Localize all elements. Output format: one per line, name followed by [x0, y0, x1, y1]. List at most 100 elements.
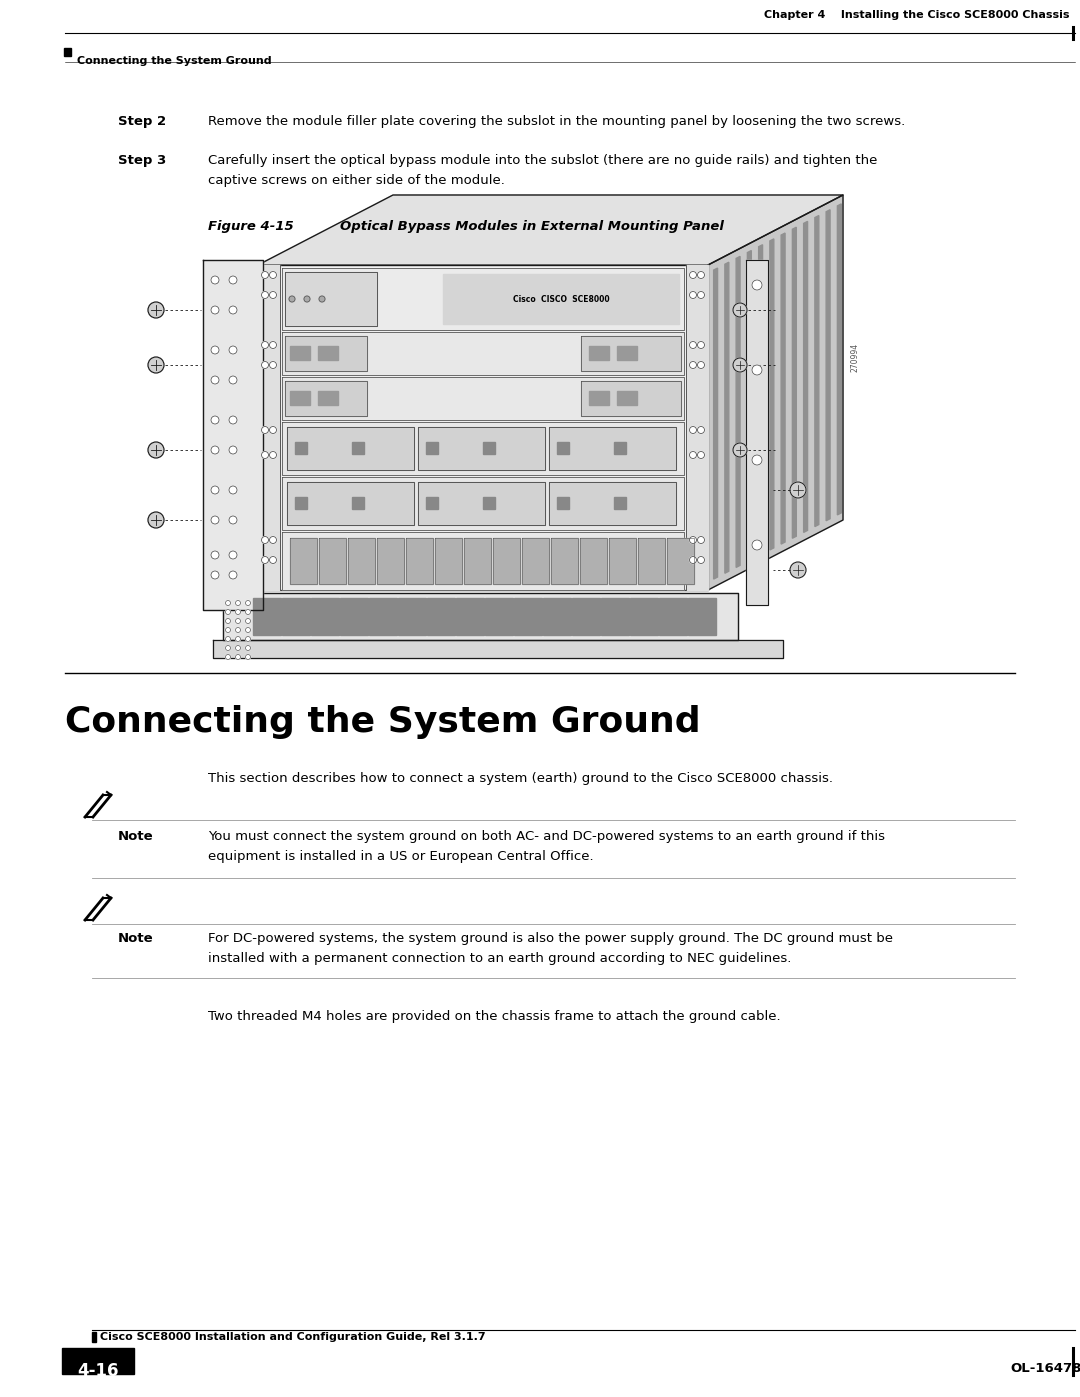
- Polygon shape: [609, 538, 636, 584]
- Text: For DC-powered systems, the system ground is also the power supply ground. The D: For DC-powered systems, the system groun…: [208, 932, 893, 944]
- Polygon shape: [826, 210, 831, 521]
- Polygon shape: [549, 482, 676, 525]
- Circle shape: [235, 627, 241, 633]
- Circle shape: [229, 376, 237, 384]
- Circle shape: [235, 655, 241, 659]
- Polygon shape: [222, 592, 738, 640]
- Circle shape: [229, 550, 237, 559]
- Circle shape: [303, 296, 310, 302]
- Polygon shape: [770, 239, 773, 550]
- Polygon shape: [456, 598, 484, 636]
- Circle shape: [229, 306, 237, 314]
- Bar: [92, 1331, 96, 1343]
- Text: Remove the module filler plate covering the subslot in the mounting panel by loo: Remove the module filler plate covering …: [208, 115, 905, 129]
- Polygon shape: [667, 538, 694, 584]
- Polygon shape: [369, 598, 397, 636]
- Text: Connecting the System Ground: Connecting the System Ground: [65, 705, 701, 739]
- Circle shape: [211, 376, 219, 384]
- Circle shape: [211, 446, 219, 454]
- Text: 270994: 270994: [851, 342, 860, 372]
- Circle shape: [211, 486, 219, 495]
- Text: equipment is installed in a US or European Central Office.: equipment is installed in a US or Europe…: [208, 849, 594, 863]
- Text: Carefully insert the optical bypass module into the subslot (there are no guide : Carefully insert the optical bypass modu…: [208, 154, 877, 168]
- Circle shape: [261, 362, 269, 369]
- Polygon shape: [630, 598, 658, 636]
- Circle shape: [148, 302, 164, 319]
- Polygon shape: [549, 427, 676, 469]
- Polygon shape: [580, 538, 607, 584]
- Circle shape: [270, 536, 276, 543]
- Text: Cisco  CISCO  SCE8000: Cisco CISCO SCE8000: [513, 295, 609, 303]
- Polygon shape: [589, 346, 609, 360]
- Circle shape: [226, 637, 230, 641]
- Polygon shape: [291, 391, 310, 405]
- Circle shape: [245, 645, 251, 651]
- Text: 4-16: 4-16: [78, 1362, 119, 1380]
- Text: OL-16478-02: OL-16478-02: [1010, 1362, 1080, 1375]
- Text: Optical Bypass Modules in External Mounting Panel: Optical Bypass Modules in External Mount…: [340, 219, 724, 233]
- Polygon shape: [295, 497, 307, 509]
- Polygon shape: [638, 538, 665, 584]
- Polygon shape: [285, 381, 367, 416]
- Polygon shape: [352, 497, 364, 509]
- Polygon shape: [427, 598, 455, 636]
- Circle shape: [245, 601, 251, 605]
- Circle shape: [270, 362, 276, 369]
- Circle shape: [752, 455, 762, 465]
- Circle shape: [689, 271, 697, 278]
- Polygon shape: [282, 268, 684, 330]
- Polygon shape: [747, 250, 752, 562]
- Circle shape: [245, 627, 251, 633]
- Polygon shape: [581, 381, 681, 416]
- Polygon shape: [282, 422, 684, 475]
- Circle shape: [698, 341, 704, 348]
- Polygon shape: [418, 482, 545, 525]
- Polygon shape: [319, 538, 346, 584]
- Circle shape: [235, 637, 241, 641]
- Circle shape: [270, 451, 276, 458]
- Polygon shape: [485, 598, 513, 636]
- Polygon shape: [348, 538, 375, 584]
- Circle shape: [226, 609, 230, 615]
- Circle shape: [229, 571, 237, 578]
- Polygon shape: [492, 538, 519, 584]
- Polygon shape: [659, 598, 687, 636]
- Polygon shape: [615, 497, 626, 509]
- Polygon shape: [258, 265, 708, 590]
- Circle shape: [689, 556, 697, 563]
- Polygon shape: [557, 497, 569, 509]
- Circle shape: [733, 443, 747, 457]
- Polygon shape: [708, 196, 843, 590]
- Text: This section describes how to connect a system (earth) ground to the Cisco SCE80: This section describes how to connect a …: [208, 773, 833, 785]
- Polygon shape: [793, 228, 796, 538]
- Circle shape: [261, 451, 269, 458]
- Polygon shape: [781, 233, 785, 543]
- Circle shape: [261, 292, 269, 299]
- Polygon shape: [291, 538, 318, 584]
- Circle shape: [270, 271, 276, 278]
- Polygon shape: [589, 391, 609, 405]
- Polygon shape: [291, 346, 310, 360]
- Polygon shape: [282, 332, 684, 374]
- Polygon shape: [443, 274, 679, 324]
- Polygon shape: [543, 598, 571, 636]
- Circle shape: [261, 426, 269, 433]
- Polygon shape: [340, 598, 368, 636]
- Circle shape: [733, 358, 747, 372]
- Polygon shape: [258, 265, 280, 590]
- Circle shape: [229, 277, 237, 284]
- Circle shape: [226, 619, 230, 623]
- Bar: [64, 47, 71, 56]
- Text: Step 3: Step 3: [118, 154, 166, 168]
- Circle shape: [689, 426, 697, 433]
- Polygon shape: [253, 598, 281, 636]
- Circle shape: [270, 341, 276, 348]
- Text: Note: Note: [118, 830, 153, 842]
- Circle shape: [235, 609, 241, 615]
- Polygon shape: [617, 391, 637, 405]
- Polygon shape: [758, 244, 762, 556]
- Circle shape: [235, 619, 241, 623]
- Polygon shape: [287, 482, 414, 525]
- Circle shape: [289, 296, 295, 302]
- Text: Connecting the System Ground: Connecting the System Ground: [77, 56, 272, 66]
